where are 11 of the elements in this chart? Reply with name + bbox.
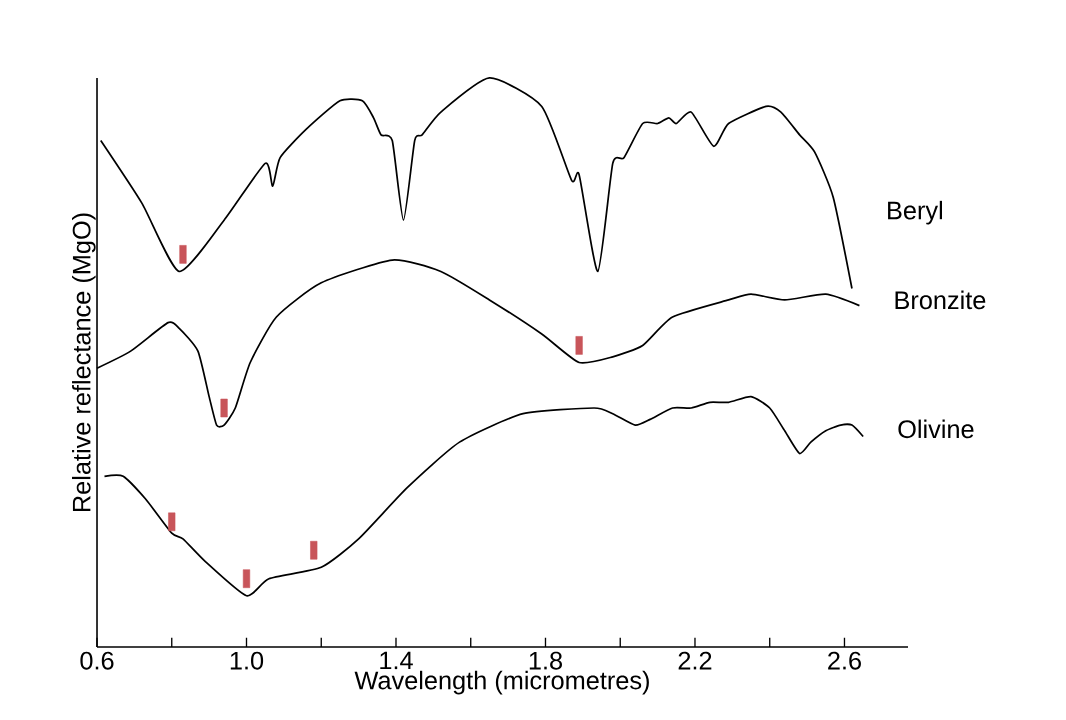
series-label: Beryl [888,200,943,225]
x-tick-label: 0.6 [80,651,114,670]
x-tick-label: 1.8 [529,651,562,670]
y-axis-title: Relative reflectance (MgO) [72,213,96,512]
series-label: Bronzite [895,290,986,310]
x-tick-label: 1.4 [380,651,413,670]
series-label: Olivine [898,419,974,439]
x-axis-title: Wavelength (micrometres) [354,670,649,695]
x-tick-label: 2.2 [678,651,712,670]
x-tick-label: 1.0 [230,651,264,670]
x-tick-label: 2.6 [828,651,861,670]
